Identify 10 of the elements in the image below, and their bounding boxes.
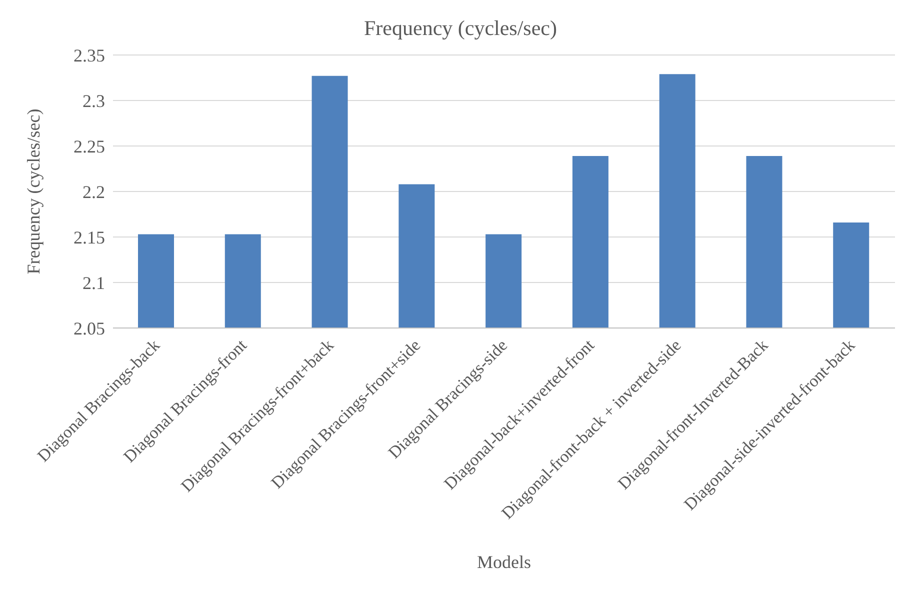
y-tick-label: 2.2 — [82, 182, 105, 202]
y-axis-title: Frequency (cycles/sec) — [23, 108, 44, 274]
y-tick-label: 2.05 — [74, 318, 105, 338]
y-tick-label: 2.15 — [74, 227, 105, 248]
chart-title: Frequency (cycles/sec) — [363, 16, 558, 41]
y-tick-label: 2.1 — [82, 272, 105, 293]
x-axis-title: Models — [477, 552, 531, 572]
y-tick-label: 2.3 — [82, 90, 105, 111]
y-tick-label: 2.35 — [74, 45, 105, 66]
y-tick-label: 2.25 — [74, 136, 105, 156]
